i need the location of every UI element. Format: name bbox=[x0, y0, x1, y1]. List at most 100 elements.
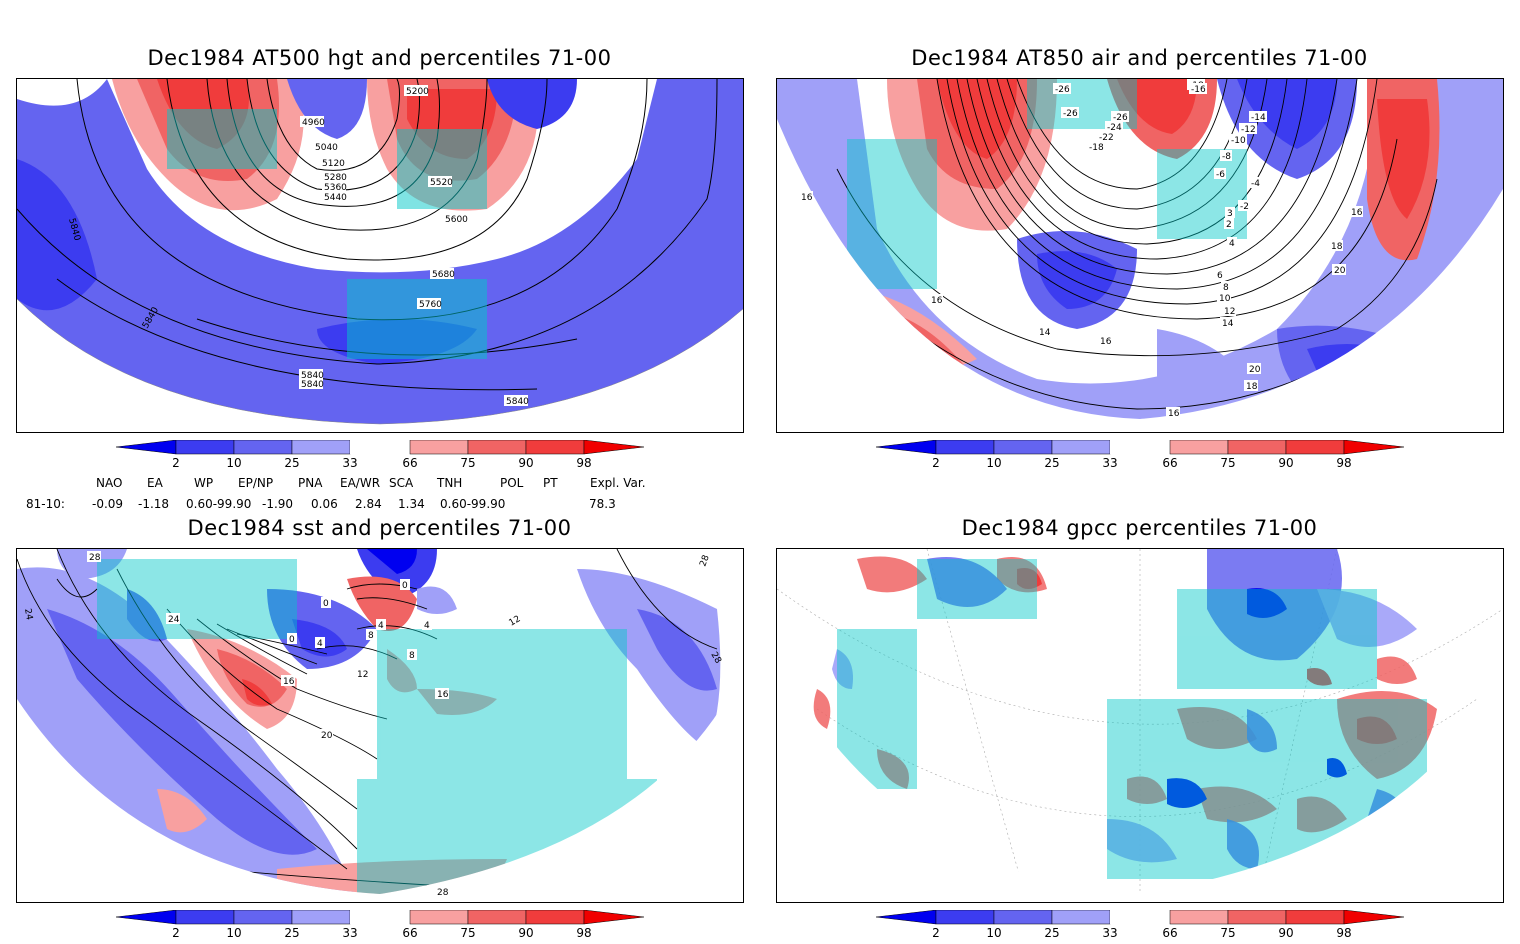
contour-label: 16 bbox=[801, 193, 813, 203]
map-panel-air850: -26 -26 -26 -24 -22 -18 -18 -16 -14 -12 … bbox=[776, 78, 1504, 433]
colorbar-tick-label: 98 bbox=[1336, 926, 1351, 940]
colorbar-swatch bbox=[233, 439, 293, 455]
contour-label: 16 bbox=[437, 690, 449, 700]
colorbar-swatch bbox=[525, 909, 585, 925]
index-value: 1.34 bbox=[398, 497, 425, 511]
contour-label: 8 bbox=[368, 631, 374, 641]
contour-label: 4 bbox=[1229, 239, 1235, 249]
contour-label: 4 bbox=[317, 639, 323, 649]
panel-3-title: Dec1984 sst and percentiles 71-00 bbox=[187, 516, 572, 540]
colorbar-tick-label: 66 bbox=[1162, 926, 1177, 940]
contour-label: 20 bbox=[1249, 365, 1261, 375]
contour-label: 5680 bbox=[432, 270, 455, 280]
contour-label: 16 bbox=[931, 296, 943, 306]
contour-label: 5440 bbox=[324, 193, 347, 203]
map-panel-sst: 28 24 24 0 0 0 4 4 4 8 8 12 12 16 16 20 … bbox=[16, 548, 744, 903]
colorbar-swatch bbox=[583, 439, 645, 455]
colorbar-swatch bbox=[1169, 909, 1229, 925]
index-header: Expl. Var. bbox=[590, 476, 646, 490]
map-panel-gpcc bbox=[776, 548, 1504, 903]
colorbar-tick-label: 90 bbox=[1278, 926, 1293, 940]
colorbar-swatch bbox=[1051, 909, 1111, 925]
contour-label: 5760 bbox=[419, 300, 442, 310]
contour-label: -8 bbox=[1222, 152, 1231, 162]
colorbar-tick-label: 66 bbox=[402, 926, 417, 940]
contour-label: 4960 bbox=[302, 118, 325, 128]
colorbar-swatch bbox=[175, 439, 235, 455]
colorbar-swatch bbox=[993, 909, 1053, 925]
contour-label: 8 bbox=[1223, 283, 1229, 293]
colorbar-swatch bbox=[1169, 439, 1229, 455]
contour-label: -6 bbox=[1216, 170, 1225, 180]
contour-label: 0 bbox=[289, 635, 295, 645]
contour-label: 0 bbox=[402, 581, 408, 591]
contour-label: 16 bbox=[1100, 337, 1112, 347]
contour-label: 16 bbox=[283, 677, 295, 687]
colorbar-tick-label: 98 bbox=[1336, 456, 1351, 470]
contour-label: 5280 bbox=[324, 173, 347, 183]
colorbar-swatch bbox=[935, 439, 995, 455]
colorbar-swatch bbox=[1051, 439, 1111, 455]
contour-label: 28 bbox=[89, 553, 101, 563]
contour-label: 5200 bbox=[406, 87, 429, 97]
colorbar-tick-label: 33 bbox=[342, 926, 357, 940]
colorbar-swatch bbox=[467, 909, 527, 925]
contour-label: -22 bbox=[1099, 133, 1114, 143]
panel-4-title: Dec1984 gpcc percentiles 71-00 bbox=[961, 516, 1318, 540]
colorbar-swatch bbox=[1227, 439, 1287, 455]
colorbar-swatch bbox=[1110, 910, 1170, 924]
contour-label: 16 bbox=[1168, 409, 1180, 419]
colorbar-top-right: 2 10 25 33 66 75 90 98 bbox=[875, 439, 1406, 470]
contour-label: 12 bbox=[508, 614, 523, 628]
contour-label: 5840 bbox=[506, 397, 529, 407]
contour-label: 28 bbox=[437, 888, 449, 898]
contour-label: -26 bbox=[1113, 113, 1128, 123]
index-value: 2.84 bbox=[355, 497, 382, 511]
contour-label: 4 bbox=[424, 621, 430, 631]
colorbar-swatch bbox=[291, 909, 351, 925]
index-header: NAO bbox=[96, 476, 123, 490]
colorbar-swatch bbox=[935, 909, 995, 925]
colorbar-swatch bbox=[583, 909, 645, 925]
contour-label: -18 bbox=[1089, 143, 1104, 153]
colorbar-tick-label: 25 bbox=[1044, 456, 1059, 470]
colorbar-bottom-right: 2 10 25 33 66 75 90 98 bbox=[875, 909, 1406, 940]
index-header: EP/NP bbox=[238, 476, 274, 490]
colorbar-tick-label: 33 bbox=[1102, 926, 1117, 940]
colorbar-swatch bbox=[875, 909, 937, 925]
contour-label: 5360 bbox=[324, 183, 347, 193]
colorbar-tick-label: 10 bbox=[986, 926, 1001, 940]
contour-label: 4 bbox=[378, 621, 384, 631]
contour-label: 2 bbox=[1226, 220, 1232, 230]
colorbar-tick-label: 2 bbox=[172, 926, 180, 940]
colorbar-swatch bbox=[1285, 909, 1345, 925]
colorbar-swatch bbox=[875, 439, 937, 455]
colorbar-swatch bbox=[233, 909, 293, 925]
contour-label: 5520 bbox=[430, 178, 453, 188]
colorbar-swatch bbox=[115, 909, 177, 925]
contour-label: -4 bbox=[1251, 179, 1260, 189]
colorbar-swatch bbox=[409, 439, 469, 455]
colorbar-tick-label: 90 bbox=[518, 926, 533, 940]
contour-label: 12 bbox=[1224, 307, 1235, 317]
contour-label: 18 bbox=[1331, 242, 1343, 252]
contour-label: 14 bbox=[1039, 328, 1051, 338]
colorbar-tick-label: 90 bbox=[518, 456, 533, 470]
colorbar-swatch bbox=[993, 439, 1053, 455]
contour-label: 16 bbox=[1351, 208, 1363, 218]
contour-label: -14 bbox=[1251, 113, 1266, 123]
colorbar-tick-label: 66 bbox=[402, 456, 417, 470]
contour-label: -10 bbox=[1231, 136, 1246, 146]
index-value: 78.3 bbox=[589, 497, 616, 511]
contour-label: 8 bbox=[409, 651, 415, 661]
map-panel-hgt500: 4960 5040 5120 5200 5280 5360 5440 5520 … bbox=[16, 78, 744, 433]
contour-label: -16 bbox=[1191, 85, 1206, 95]
colorbar-swatch bbox=[1343, 909, 1405, 925]
colorbar-swatch bbox=[409, 909, 469, 925]
colorbar-tick-label: 75 bbox=[460, 926, 475, 940]
contour-label: 5120 bbox=[322, 159, 345, 169]
index-header: TNH bbox=[437, 476, 463, 490]
colorbar-tick-label: 75 bbox=[460, 456, 475, 470]
colorbar-tick-label: 25 bbox=[1044, 926, 1059, 940]
colorbar-tick-label: 75 bbox=[1220, 926, 1235, 940]
